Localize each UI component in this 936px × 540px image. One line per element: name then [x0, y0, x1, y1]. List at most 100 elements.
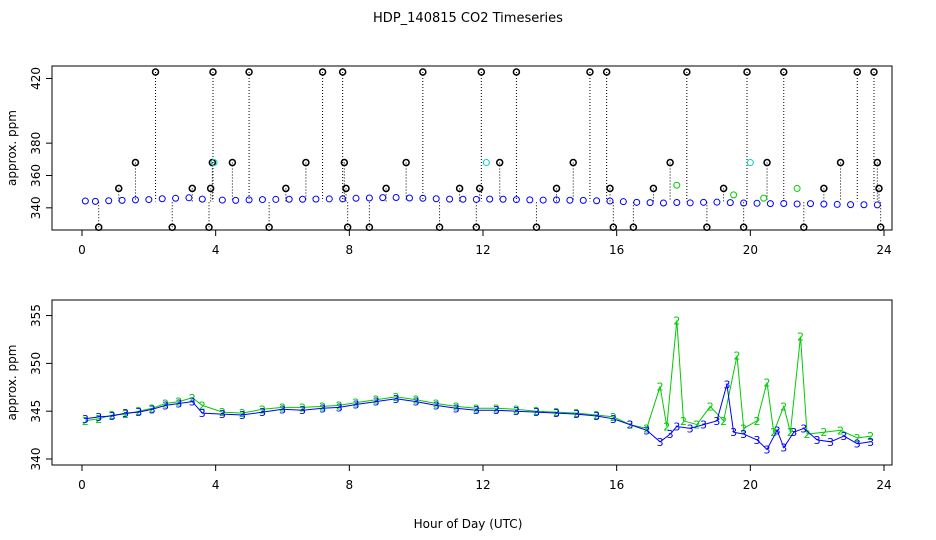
data-point: 2 — [770, 426, 777, 439]
data-point — [806, 200, 814, 208]
data-point: 3 — [723, 378, 730, 391]
data-point: 2 — [353, 397, 360, 410]
data-point — [593, 197, 601, 205]
data-point: 2 — [820, 426, 827, 439]
series-line — [85, 320, 871, 439]
data-point — [172, 194, 180, 202]
data-point: 3 — [854, 438, 861, 451]
data-point — [780, 68, 788, 76]
data-point — [206, 184, 215, 193]
data-point — [552, 184, 561, 193]
data-point: 3 — [239, 409, 246, 422]
data-point — [486, 195, 494, 203]
data-point: 3 — [199, 407, 206, 420]
data-point — [228, 158, 237, 167]
data-point: 2 — [122, 408, 129, 421]
data-point — [338, 68, 347, 76]
data-point — [746, 159, 754, 167]
data-point — [459, 195, 467, 203]
data-point: 2 — [693, 419, 700, 432]
data-point: 3 — [319, 402, 326, 415]
data-point: 2 — [610, 411, 617, 424]
data-point — [365, 223, 374, 231]
x-tick-label: 0 — [78, 478, 86, 492]
data-point: 3 — [353, 398, 360, 411]
data-point: 3 — [336, 401, 343, 414]
x-tick-label: 12 — [475, 478, 490, 492]
data-point — [115, 184, 123, 193]
x-tick-label: 24 — [876, 478, 891, 492]
plot-frame — [51, 299, 893, 466]
data-point — [499, 195, 507, 203]
data-point — [472, 195, 480, 203]
data-point — [482, 159, 490, 167]
data-point: 2 — [433, 398, 440, 411]
data-point: 3 — [493, 404, 500, 417]
data-point — [365, 194, 373, 202]
data-point — [553, 196, 561, 204]
data-point — [673, 198, 681, 206]
data-point — [245, 196, 253, 204]
data-point — [532, 223, 541, 231]
x-tick-label: 20 — [743, 478, 758, 492]
x-tick-label: 8 — [346, 478, 354, 492]
data-point: 2 — [373, 394, 380, 407]
series-line — [85, 384, 871, 451]
data-point — [719, 184, 728, 193]
data-point: 3 — [189, 396, 196, 409]
data-point — [435, 223, 444, 231]
data-point: 3 — [657, 436, 664, 449]
data-point — [382, 184, 390, 193]
data-point: 2 — [754, 415, 761, 428]
y-tick-label: 380 — [29, 132, 43, 155]
data-point — [299, 195, 307, 203]
data-point — [472, 223, 481, 231]
data-point: 2 — [319, 400, 326, 413]
data-point — [873, 158, 882, 167]
data-point — [210, 159, 218, 167]
data-point — [118, 196, 126, 204]
data-point — [873, 201, 881, 209]
data-point — [569, 158, 577, 167]
data-point: 2 — [837, 424, 844, 437]
data-point: 2 — [95, 413, 102, 426]
series-outliers — [94, 68, 885, 231]
data-point — [703, 223, 711, 231]
data-point: 3 — [175, 398, 182, 411]
y-tick-label: 420 — [29, 67, 43, 90]
y-tick-label: 360 — [29, 164, 43, 187]
data-point — [272, 195, 280, 203]
data-point: 3 — [610, 413, 617, 426]
data-point: 2 — [453, 400, 460, 413]
data-point — [402, 158, 410, 167]
data-point — [860, 201, 868, 209]
data-point: 2 — [867, 430, 874, 443]
data-point — [131, 158, 140, 167]
data-point: 3 — [840, 430, 847, 443]
data-point — [753, 199, 761, 207]
data-point — [766, 200, 774, 208]
data-point — [649, 184, 658, 193]
data-point: 3 — [122, 407, 129, 420]
data-point — [512, 196, 520, 204]
data-point: 3 — [473, 404, 480, 417]
data-point — [566, 196, 574, 204]
data-point — [145, 196, 153, 204]
data-point — [392, 193, 400, 201]
data-point: 3 — [827, 436, 834, 449]
data-point: 3 — [82, 413, 89, 426]
data-point — [455, 184, 464, 193]
data-point: 3 — [95, 411, 102, 424]
data-point — [780, 199, 788, 207]
data-point — [282, 184, 290, 193]
data-point: 3 — [433, 399, 440, 412]
data-point — [168, 223, 176, 231]
data-point — [105, 197, 113, 205]
data-point — [876, 223, 885, 231]
data-point: 3 — [730, 426, 737, 439]
data-point — [495, 158, 504, 167]
data-point — [629, 223, 638, 231]
